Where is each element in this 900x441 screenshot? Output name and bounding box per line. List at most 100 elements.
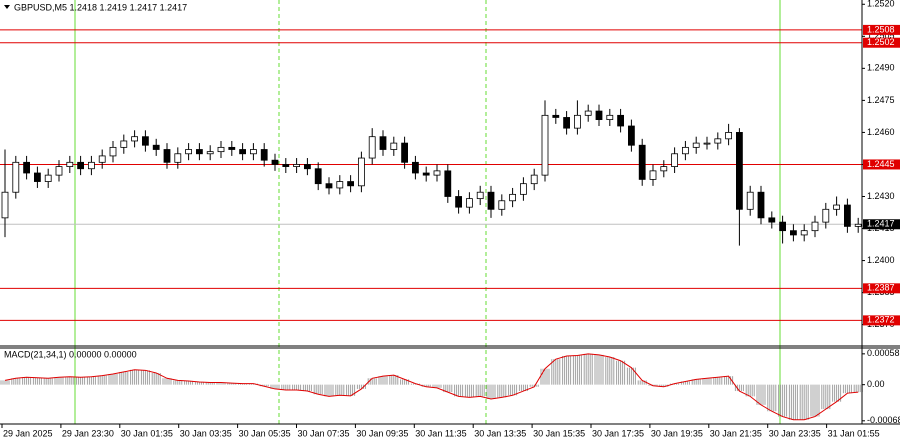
macd-label: MACD(21,34,1) 0.00000 0.00000	[4, 349, 137, 359]
y-tick-label: 1.2490	[867, 63, 895, 73]
candle-body	[336, 181, 344, 189]
level-label: 1.2508	[867, 24, 895, 34]
x-tick-label: 30 Jan 21:35	[710, 428, 762, 438]
menu-arrow[interactable]	[4, 5, 10, 9]
candle-body	[617, 114, 624, 127]
candle-body	[584, 110, 592, 116]
current-price-label: 1.2417	[867, 219, 895, 229]
candle-body	[131, 136, 139, 142]
candle-body	[12, 161, 20, 193]
candle-body	[88, 161, 95, 170]
x-tick-label: 30 Jan 09:35	[356, 428, 408, 438]
plot	[0, 29, 863, 421]
candle-body	[325, 183, 333, 189]
candle-body	[811, 221, 819, 232]
candle-body	[66, 161, 74, 167]
candle-body	[314, 168, 322, 185]
level-label-box	[863, 315, 900, 326]
candle-body	[725, 132, 732, 140]
x-tick-label: 29 Jan 2025	[3, 428, 53, 438]
candle-body	[282, 164, 290, 167]
candle-body	[541, 114, 549, 176]
level-label-box	[863, 159, 900, 170]
x-tick-label: 30 Jan 23:35	[769, 428, 821, 438]
candle-body	[682, 146, 689, 155]
x-tick-label: 30 Jan 11:35	[415, 428, 466, 438]
candle-body	[44, 174, 52, 182]
candle-body	[476, 191, 484, 200]
candle-body	[638, 144, 646, 180]
level-label-box	[863, 283, 900, 294]
candle-body	[271, 159, 279, 165]
symbol-header: GBPUSD,M5 1.2418 1.2419 1.2417 1.2417	[14, 2, 187, 12]
candle-body	[692, 142, 700, 148]
current-price-box	[863, 219, 900, 230]
candle-body	[249, 149, 257, 155]
candle-body	[498, 200, 506, 210]
level-label: 1.2445	[867, 159, 895, 169]
candle-body	[736, 132, 743, 210]
candle-body	[757, 191, 765, 219]
candle-body	[822, 208, 830, 223]
candle-body	[1, 191, 9, 219]
y-tick-label: 1.2430	[867, 191, 895, 201]
candle-body	[293, 164, 301, 167]
candle-body	[768, 217, 776, 223]
candle-body	[163, 149, 171, 163]
candle-body	[217, 146, 225, 153]
x-tick-label: 30 Jan 19:35	[651, 428, 703, 438]
level-label: 1.2372	[867, 315, 895, 325]
candle-body	[552, 114, 560, 118]
level-label-box	[863, 24, 900, 35]
candle-body	[152, 144, 160, 150]
candle-body	[401, 142, 409, 163]
candle-body	[465, 198, 473, 208]
candle-body	[239, 149, 247, 155]
level-label: 1.2387	[867, 283, 895, 293]
candle-body	[141, 136, 149, 146]
y-tick-label: 1.2520	[867, 0, 895, 9]
candle-body	[520, 183, 527, 195]
x-tick-label: 30 Jan 13:35	[474, 428, 526, 438]
level-label-box	[863, 37, 900, 48]
candle-body	[390, 142, 398, 150]
candle-body	[671, 153, 678, 167]
candle-body	[422, 172, 430, 176]
level-label: 1.2502	[867, 37, 895, 47]
candle-body	[228, 146, 236, 150]
candle-body	[195, 149, 203, 155]
x-tick-label: 30 Jan 15:35	[533, 428, 585, 438]
macd-y-tick-label: -0.00068	[867, 415, 900, 425]
candle-body	[574, 114, 581, 129]
candle-body	[714, 138, 722, 144]
candle-body	[649, 170, 657, 180]
candle-body	[487, 191, 495, 210]
x-tick-label: 30 Jan 05:35	[239, 428, 291, 438]
candle-body	[347, 181, 355, 187]
candle-body	[660, 166, 668, 172]
macd-y-tick-label: 0.00	[867, 379, 885, 389]
x-tick-label: 30 Jan 01:35	[121, 428, 173, 438]
macd-line	[4, 353, 859, 421]
candle-body	[703, 142, 711, 145]
y-tick-label: 1.2460	[867, 127, 895, 137]
x-tick-label: 31 Jan 01:55	[828, 428, 880, 438]
candle-body	[563, 117, 570, 129]
candle-body	[174, 153, 182, 163]
candle-body	[23, 161, 31, 174]
candle-body	[790, 230, 797, 236]
candle-body	[746, 191, 754, 210]
candle-body	[595, 110, 603, 121]
candle-body	[444, 170, 452, 197]
candle-body	[628, 125, 635, 146]
candle-body	[98, 155, 106, 163]
candle-body	[379, 136, 387, 150]
candle-body	[455, 196, 463, 208]
candle-body	[606, 114, 614, 121]
candle-body	[120, 140, 128, 148]
candle-body	[55, 166, 63, 176]
session-lines	[74, 0, 781, 424]
y-tick-label: 1.2475	[867, 95, 895, 105]
candle-body	[411, 161, 419, 174]
